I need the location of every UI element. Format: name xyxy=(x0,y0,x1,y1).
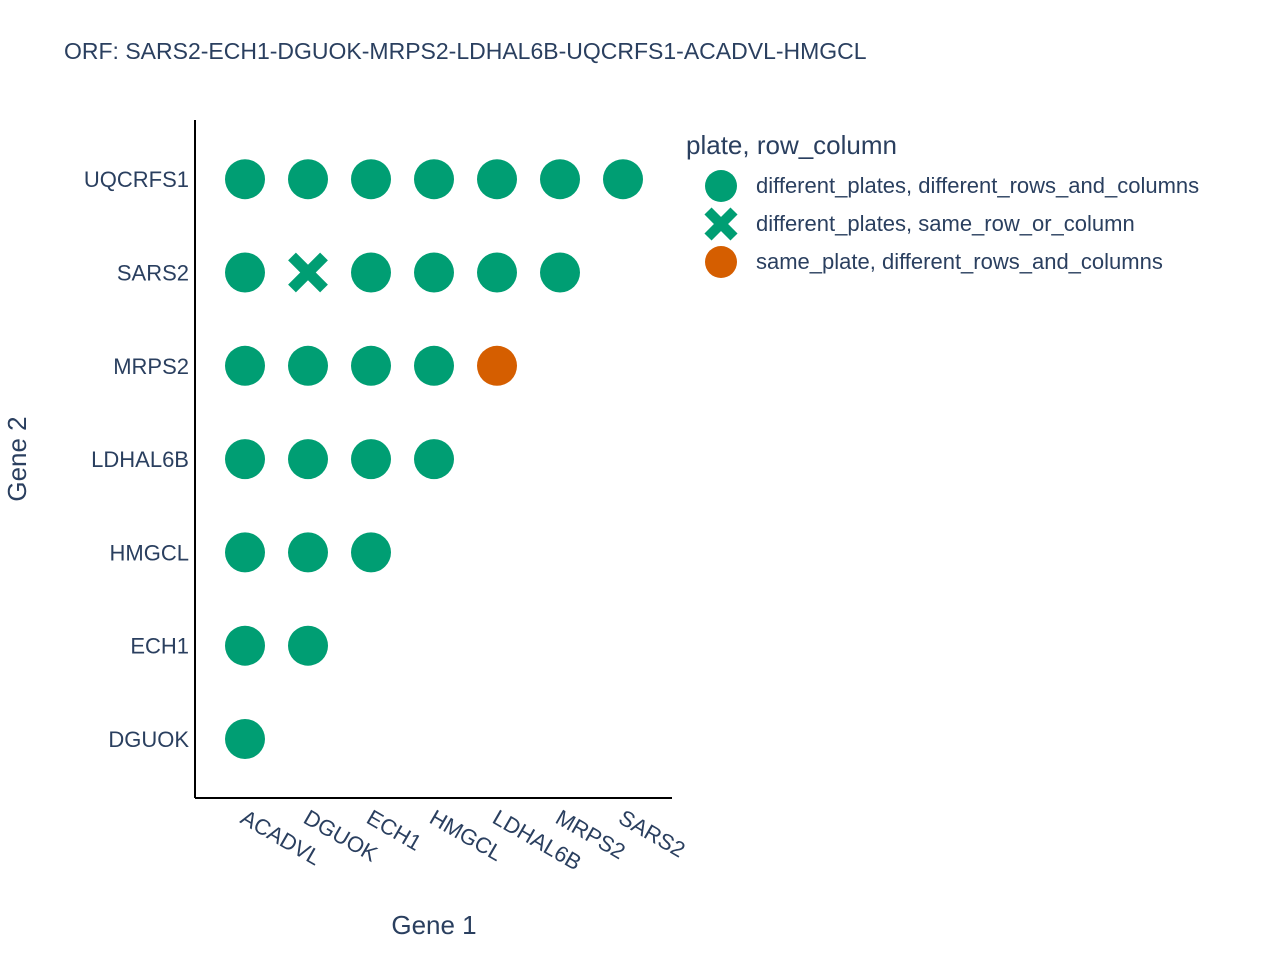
data-point xyxy=(225,252,265,293)
data-point xyxy=(288,625,328,666)
data-point xyxy=(288,345,328,386)
data-point xyxy=(288,439,328,480)
data-points xyxy=(225,159,643,759)
y-tick-label: LDHAL6B xyxy=(91,447,189,472)
data-point xyxy=(225,439,265,480)
legend-item-label: same_plate, different_rows_and_columns xyxy=(756,249,1163,274)
circle-marker-icon xyxy=(686,167,756,205)
axes: DGUOKECH1HMGCLLDHAL6BMRPS2SARS2UQCRFS1AC… xyxy=(84,120,690,875)
data-point xyxy=(351,159,391,200)
data-point xyxy=(351,252,391,293)
legend-item[interactable]: different_plates, different_rows_and_col… xyxy=(686,167,1199,205)
data-point xyxy=(540,159,580,200)
y-tick-label: DGUOK xyxy=(108,727,189,752)
data-point xyxy=(225,345,265,386)
data-point xyxy=(477,159,517,200)
legend-item[interactable]: same_plate, different_rows_and_columns xyxy=(686,243,1199,281)
y-tick-label: SARS2 xyxy=(117,261,189,286)
legend-item-label: different_plates, different_rows_and_col… xyxy=(756,173,1200,198)
data-point xyxy=(477,252,517,293)
y-tick-label: HMGCL xyxy=(110,540,189,565)
data-point xyxy=(225,719,265,759)
data-point xyxy=(225,625,265,666)
y-axis-title: Gene 2 xyxy=(2,416,32,501)
data-point xyxy=(288,159,328,200)
data-point xyxy=(414,439,454,480)
data-point xyxy=(225,532,265,573)
legend-item[interactable]: different_plates, same_row_or_column xyxy=(686,205,1199,243)
legend-title: plate, row_column xyxy=(686,130,897,160)
data-point xyxy=(414,252,454,293)
data-point xyxy=(351,439,391,480)
legend-items: different_plates, different_rows_and_col… xyxy=(686,167,1199,281)
data-point xyxy=(477,345,517,386)
circle-marker-icon xyxy=(686,243,756,281)
x-axis-title: Gene 1 xyxy=(391,910,476,940)
chart-title: ORF: SARS2-ECH1-DGUOK-MRPS2-LDHAL6B-UQCR… xyxy=(64,38,867,64)
y-tick-label: MRPS2 xyxy=(113,354,189,379)
y-tick-label: UQCRFS1 xyxy=(84,167,189,192)
legend-item-label: different_plates, same_row_or_column xyxy=(756,211,1135,236)
data-point xyxy=(414,345,454,386)
data-point-x xyxy=(288,252,328,293)
data-point xyxy=(414,159,454,200)
x-marker-icon xyxy=(686,205,756,243)
x-tick-label: SARS2 xyxy=(615,805,690,863)
data-point xyxy=(540,252,580,293)
data-point xyxy=(288,532,328,573)
y-tick-label: ECH1 xyxy=(130,634,189,659)
legend: plate, row_column different_plates, diff… xyxy=(686,130,1199,281)
data-point xyxy=(351,345,391,386)
data-point xyxy=(603,159,643,200)
data-point xyxy=(351,532,391,573)
data-point xyxy=(225,159,265,200)
